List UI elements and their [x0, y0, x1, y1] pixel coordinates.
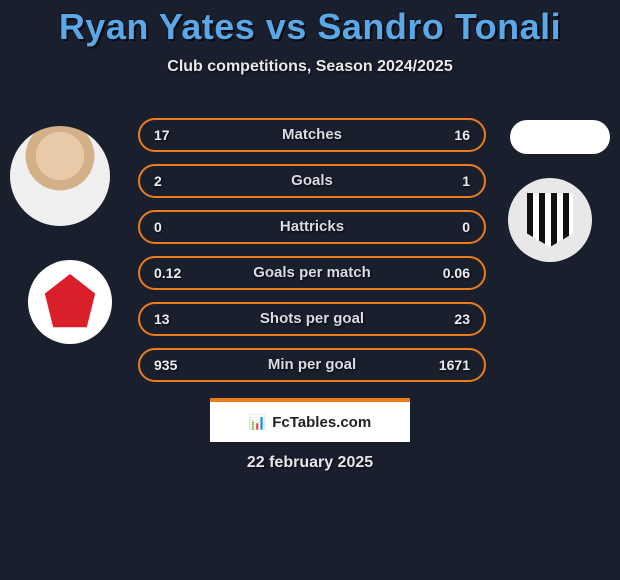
stat-value-left: 935	[154, 350, 177, 380]
stripes-shield-icon	[527, 193, 573, 247]
stat-label: Goals	[140, 166, 484, 196]
stat-label: Shots per goal	[140, 304, 484, 334]
brand-watermark: 📊 FcTables.com	[210, 398, 410, 442]
stat-value-right: 0.06	[443, 258, 470, 288]
stat-value-right: 23	[454, 304, 470, 334]
stat-label: Matches	[140, 120, 484, 150]
comparison-subtitle: Club competitions, Season 2024/2025	[0, 58, 620, 76]
chart-icon: 📊	[249, 414, 266, 431]
stat-value-left: 17	[154, 120, 170, 150]
player2-club-badge	[508, 178, 592, 262]
stat-value-left: 2	[154, 166, 162, 196]
stat-row-hattricks: 0 Hattricks 0	[138, 210, 486, 244]
stat-value-left: 0	[154, 212, 162, 242]
stat-value-left: 0.12	[154, 258, 181, 288]
snapshot-date: 22 february 2025	[0, 454, 620, 472]
stat-label: Goals per match	[140, 258, 484, 288]
brand-text: FcTables.com	[272, 414, 371, 431]
comparison-title: Ryan Yates vs Sandro Tonali	[0, 0, 620, 48]
stat-label: Min per goal	[140, 350, 484, 380]
stat-value-right: 16	[454, 120, 470, 150]
stat-value-left: 13	[154, 304, 170, 334]
player1-photo	[10, 126, 110, 226]
stat-row-min-per-goal: 935 Min per goal 1671	[138, 348, 486, 382]
player1-club-badge	[28, 260, 112, 344]
stats-panel: 17 Matches 16 2 Goals 1 0 Hattricks 0 0.…	[138, 118, 486, 394]
tree-icon	[42, 274, 98, 330]
stat-row-goals-per-match: 0.12 Goals per match 0.06	[138, 256, 486, 290]
player2-photo	[510, 120, 610, 154]
stat-value-right: 1671	[439, 350, 470, 380]
stat-value-right: 1	[462, 166, 470, 196]
stat-row-shots-per-goal: 13 Shots per goal 23	[138, 302, 486, 336]
stat-value-right: 0	[462, 212, 470, 242]
stat-row-matches: 17 Matches 16	[138, 118, 486, 152]
stat-row-goals: 2 Goals 1	[138, 164, 486, 198]
stat-label: Hattricks	[140, 212, 484, 242]
